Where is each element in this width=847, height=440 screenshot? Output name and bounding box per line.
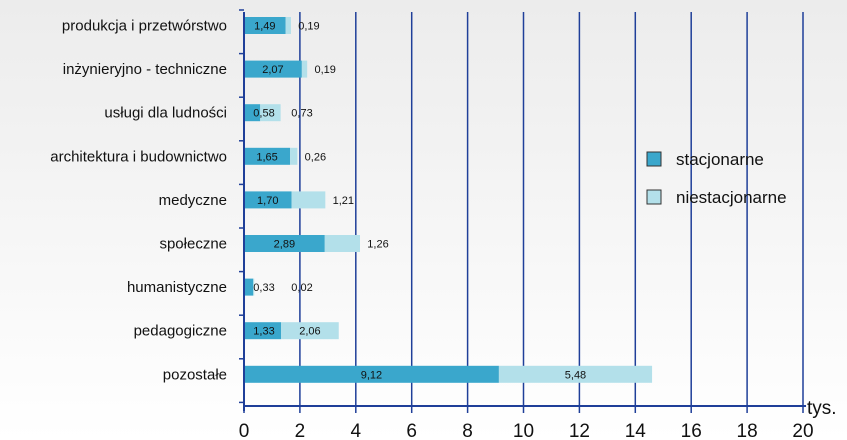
data-label-stacjonarne: 9,12 (361, 369, 382, 381)
bar-stacjonarne (244, 60, 302, 78)
data-label-stacjonarne: 0,58 (253, 108, 274, 120)
legend-swatch (646, 189, 662, 205)
grid-lines (299, 12, 804, 406)
bar-niestacjonarne (253, 278, 255, 296)
data-label-stacjonarne: 2,89 (274, 239, 295, 251)
data-label-niestacjonarne: 1,26 (367, 239, 388, 251)
category-label: inżynieryjno - techniczne (63, 61, 227, 78)
bar-stacjonarne (244, 322, 282, 340)
data-label-niestacjonarne: 2,06 (299, 326, 320, 338)
data-label-niestacjonarne: 5,48 (565, 369, 586, 381)
category-label: pedagogiczne (134, 323, 227, 340)
bar-niestacjonarne (290, 147, 298, 165)
category-label: architektura i budownictwo (50, 148, 227, 165)
bar-niestacjonarne (498, 365, 653, 383)
category-label: produkcja i przetwórstwo (62, 18, 227, 35)
legend: stacjonarne niestacjonarne (646, 150, 787, 207)
x-tick-label: 16 (681, 421, 702, 440)
category-label: medyczne (159, 192, 227, 209)
legend-label: niestacjonarne (676, 188, 787, 207)
x-tick-label: 0 (239, 421, 250, 440)
data-label-stacjonarne: 1,49 (254, 21, 275, 33)
x-tick-label: 12 (569, 421, 590, 440)
data-label-niestacjonarne: 1,21 (333, 195, 354, 207)
bar-niestacjonarne (281, 322, 339, 340)
data-label-stacjonarne: 1,33 (253, 326, 274, 338)
bar-niestacjonarne (291, 191, 326, 209)
category-label: usługi dla ludności (104, 105, 227, 122)
x-tick-label: 4 (351, 421, 362, 440)
x-tick-label: 18 (737, 421, 758, 440)
legend-label: stacjonarne (676, 150, 764, 169)
category-label: humanistyczne (127, 279, 227, 296)
bar-niestacjonarne (301, 60, 308, 78)
x-axis-title: tys. (807, 398, 837, 419)
data-label-stacjonarne: 2,07 (262, 64, 283, 76)
bar-niestacjonarne (260, 104, 281, 122)
bar-stacjonarne (244, 104, 261, 122)
category-label: społeczne (159, 236, 227, 253)
x-tick-label: 2 (295, 421, 306, 440)
bar-stacjonarne (244, 147, 291, 165)
bar-stacjonarne (244, 17, 286, 34)
x-tick-label: 8 (462, 421, 473, 440)
category-labels: produkcja i przetwórstwo inżynieryjno - t… (50, 18, 227, 384)
x-axis: 0 2 4 6 8 10 12 14 16 18 20 tys. (239, 9, 837, 440)
data-label-niestacjonarne: 0,02 (291, 282, 312, 294)
bar-niestacjonarne (285, 17, 291, 34)
bar-stacjonarne (244, 235, 325, 252)
legend-swatch (646, 151, 662, 167)
x-tick-label: 14 (625, 421, 647, 440)
x-tick-label: 10 (513, 421, 534, 440)
data-label-stacjonarne: 0,33 (253, 282, 274, 294)
x-tick-label: 6 (406, 421, 417, 440)
data-label-stacjonarne: 1,70 (257, 195, 278, 207)
data-label-stacjonarne: 1,65 (256, 151, 277, 163)
data-label-niestacjonarne: 0,19 (298, 21, 319, 33)
data-label-niestacjonarne: 0,26 (305, 151, 326, 163)
bar-stacjonarne (244, 365, 499, 383)
bar-niestacjonarne (324, 235, 360, 252)
x-tick-label: 20 (792, 421, 813, 440)
category-label: pozostałe (163, 366, 227, 383)
bars: 1,49 0,19 2,07 0,19 0,58 0,73 1,65 0,26 1,70 1,21… (244, 17, 653, 383)
bar-stacjonarne (244, 191, 292, 209)
data-label-niestacjonarne: 0,73 (291, 108, 312, 120)
data-label-niestacjonarne: 0,19 (314, 64, 335, 76)
bar-stacjonarne (244, 278, 254, 296)
